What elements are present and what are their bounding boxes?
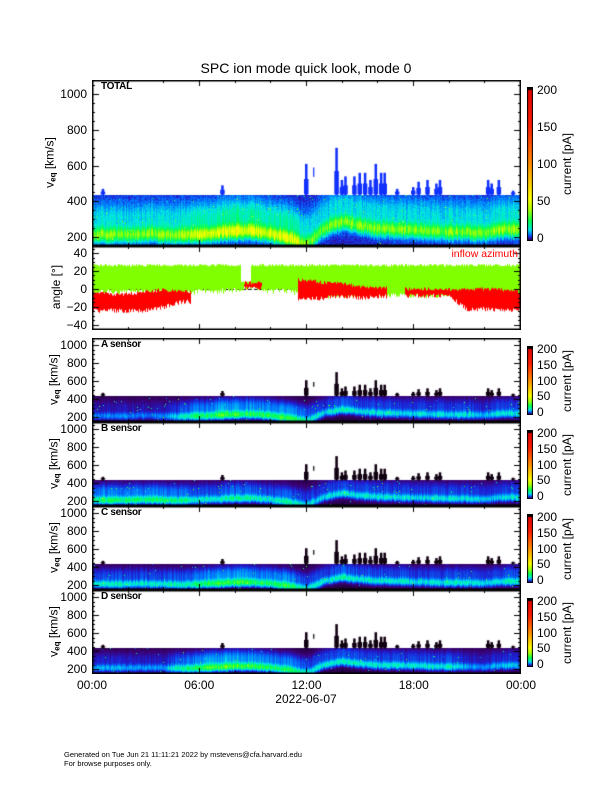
d-y-tick-label: 1000 xyxy=(60,590,87,605)
panel-total: TOTAL xyxy=(92,80,521,246)
c-y-tick-label: 400 xyxy=(66,560,87,575)
d-colorbar-tick: 50 xyxy=(537,641,551,656)
a-colorbar-tick: 100 xyxy=(537,373,558,388)
c-y-tick-label: 200 xyxy=(66,578,87,593)
b-colorbar-tick: 200 xyxy=(537,426,558,440)
c-colorbar-tick: 0 xyxy=(537,573,544,587)
total-y-tick-label: 800 xyxy=(66,122,87,137)
b-y-tick-label: 400 xyxy=(66,476,87,491)
a-y-tick-label: 400 xyxy=(66,392,87,407)
d-y-tick-label: 800 xyxy=(66,608,87,623)
total-colorbar-tick: 100 xyxy=(537,157,558,171)
total-colorbar-tick: 0 xyxy=(537,231,544,245)
c-y-tick-label: 600 xyxy=(66,542,87,557)
d-y-tick-label: 400 xyxy=(66,644,87,659)
panel-a: A sensor xyxy=(92,338,521,422)
angle-plot xyxy=(92,246,521,330)
angle-y-tick-label: 40 xyxy=(73,246,87,261)
chart-title: SPC ion mode quick look, mode 0 xyxy=(200,60,412,76)
d-colorbar-tick: 0 xyxy=(537,657,544,671)
b-y-tick-label: 800 xyxy=(66,440,87,455)
c-colorbar xyxy=(527,514,533,583)
d-colorbar-tick: 100 xyxy=(537,625,558,640)
b-colorbar-tick: 100 xyxy=(537,457,558,472)
a-colorbar-tick: 50 xyxy=(537,389,551,404)
angle-y-tick-label: 20 xyxy=(73,264,87,279)
footer-generated: Generated on Tue Jun 21 11:11:21 2022 by… xyxy=(64,750,302,759)
c-colorbar-tick: 100 xyxy=(537,541,558,556)
b-colorbar xyxy=(527,430,533,499)
x-tick-label: 18:00 xyxy=(398,678,429,692)
d-y-tick-label: 200 xyxy=(66,662,87,677)
total-colorbar-tick: 150 xyxy=(537,120,558,134)
c-y-tick-label: 1000 xyxy=(60,506,87,521)
d-colorbar-tick: 200 xyxy=(537,594,558,608)
d-colorbar-label: current [pA] xyxy=(560,601,574,664)
angle-y-tick-label: 0 xyxy=(80,281,87,296)
total-spectrogram xyxy=(92,80,521,246)
angle-y-tick-label: −20 xyxy=(66,299,87,314)
d-panel-label: D sensor xyxy=(101,591,142,602)
b-y-tick-label: 1000 xyxy=(60,422,87,437)
a-colorbar xyxy=(527,346,533,415)
c-colorbar-tick: 50 xyxy=(537,557,551,572)
b-y-tick-label: 600 xyxy=(66,458,87,473)
a-y-tick-label: 600 xyxy=(66,374,87,389)
a-colorbar-tick: 150 xyxy=(537,357,558,372)
y-label-symbol: v xyxy=(42,181,57,188)
x-axis-date-label: 2022-06-07 xyxy=(275,692,337,706)
c-colorbar-tick: 150 xyxy=(537,525,558,540)
total-panel-label: TOTAL xyxy=(101,81,132,92)
panel-c: C sensor xyxy=(92,506,521,590)
a-colorbar-tick: 200 xyxy=(537,342,558,356)
a-y-tick-label: 800 xyxy=(66,356,87,371)
b-colorbar-tick: 150 xyxy=(537,441,558,456)
b-y-tick-label: 200 xyxy=(66,494,87,509)
x-tick-label: 00:00 xyxy=(505,678,537,692)
d-spectrogram xyxy=(92,590,521,674)
legend-inflow-azimuth: inflow azimuth xyxy=(451,248,518,260)
a-colorbar-tick: 0 xyxy=(537,405,544,419)
y-label-symbol: v xyxy=(46,650,61,657)
b-panel-label: B sensor xyxy=(101,423,142,434)
total-y-tick-label: 600 xyxy=(66,158,87,173)
y-label-unit: [km/s] xyxy=(46,606,61,642)
d-y-axis-label: veq [km/s] xyxy=(47,552,62,712)
a-spectrogram xyxy=(92,338,521,422)
d-colorbar-tick: 150 xyxy=(537,609,558,624)
total-colorbar-tick: 200 xyxy=(537,83,558,97)
d-y-tick-label: 600 xyxy=(66,626,87,641)
y-label-unit: [km/s] xyxy=(42,137,57,173)
total-y-tick-label: 200 xyxy=(66,230,87,245)
angle-y-axis-label: angle [°] xyxy=(49,264,63,310)
panel-b: B sensor xyxy=(92,422,521,506)
panel-angle xyxy=(92,246,521,330)
b-colorbar-tick: 50 xyxy=(537,473,551,488)
x-tick-label: 12:00 xyxy=(291,678,322,692)
total-y-tick-label: 400 xyxy=(66,194,87,209)
b-spectrogram xyxy=(92,422,521,506)
a-y-tick-label: 200 xyxy=(66,410,87,425)
c-spectrogram xyxy=(92,506,521,590)
c-panel-label: C sensor xyxy=(101,507,142,518)
a-y-tick-label: 1000 xyxy=(60,338,87,353)
a-panel-label: A sensor xyxy=(101,339,142,350)
y-label-subscript: eq xyxy=(52,641,62,651)
x-tick-label: 00:00 xyxy=(76,678,108,692)
y-label-subscript: eq xyxy=(48,172,58,182)
b-colorbar-tick: 0 xyxy=(537,489,544,503)
total-colorbar-tick: 50 xyxy=(537,194,551,208)
total-colorbar-label: current [pA] xyxy=(560,132,574,196)
c-colorbar-tick: 200 xyxy=(537,510,558,524)
footer-browse-note: For browse purposes only. xyxy=(64,759,152,768)
angle-y-tick-label: −40 xyxy=(66,317,87,332)
total-colorbar xyxy=(527,87,533,241)
c-y-tick-label: 800 xyxy=(66,524,87,539)
panel-d: D sensor xyxy=(92,590,521,674)
total-y-tick-label: 1000 xyxy=(60,87,87,102)
x-tick-label: 06:00 xyxy=(184,678,215,692)
d-colorbar xyxy=(527,598,533,667)
